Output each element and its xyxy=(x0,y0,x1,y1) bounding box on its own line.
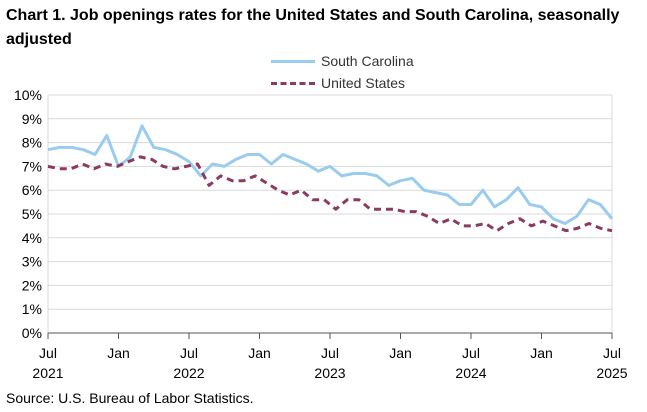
x-tick-label-year: 2023 xyxy=(314,365,345,381)
x-tick-label-month: Jul xyxy=(180,345,198,361)
y-tick-label: 1% xyxy=(22,301,42,317)
series-line-united-states xyxy=(47,155,613,233)
x-tick-label-year: 2022 xyxy=(173,365,204,381)
x-tick-label-year: 2021 xyxy=(32,365,63,381)
y-tick-label: 9% xyxy=(22,111,42,127)
legend-label-united-states: United States xyxy=(321,75,406,91)
legend-item-south-carolina: South Carolina xyxy=(271,50,414,72)
x-tick-label-month: Jul xyxy=(603,345,621,361)
y-tick-label: 0% xyxy=(22,325,42,341)
y-tick-label: 4% xyxy=(22,230,42,246)
y-tick-label: 3% xyxy=(22,254,42,270)
x-tick-label-month: Jan xyxy=(530,345,553,361)
x-tick-label-month: Jul xyxy=(321,345,339,361)
chart-title: Chart 1. Job openings rates for the Unit… xyxy=(6,7,620,48)
x-tick-label-year: 2025 xyxy=(596,365,627,381)
y-tick-label: 8% xyxy=(22,135,42,151)
x-tick-label-month: Jul xyxy=(39,345,57,361)
y-tick-label: 7% xyxy=(22,158,42,174)
x-tick-label-month: Jan xyxy=(107,345,130,361)
y-tick-label: 10% xyxy=(14,87,42,103)
legend-item-united-states: United States xyxy=(271,72,414,94)
y-tick-label: 5% xyxy=(22,206,42,222)
source-note: Source: U.S. Bureau of Labor Statistics. xyxy=(6,390,254,406)
series-line-south-carolina xyxy=(47,124,614,225)
y-tick-label: 6% xyxy=(22,182,42,198)
y-tick-label: 2% xyxy=(22,277,42,293)
x-tick-label-month: Jul xyxy=(462,345,480,361)
legend-swatch-south-carolina xyxy=(271,59,315,63)
chart-legend: South Carolina United States xyxy=(271,50,414,94)
x-tick-label-month: Jan xyxy=(389,345,412,361)
legend-label-south-carolina: South Carolina xyxy=(321,53,414,69)
x-tick-label-month: Jan xyxy=(248,345,271,361)
legend-swatch-united-states xyxy=(271,81,315,85)
x-tick-label-year: 2024 xyxy=(455,365,486,381)
